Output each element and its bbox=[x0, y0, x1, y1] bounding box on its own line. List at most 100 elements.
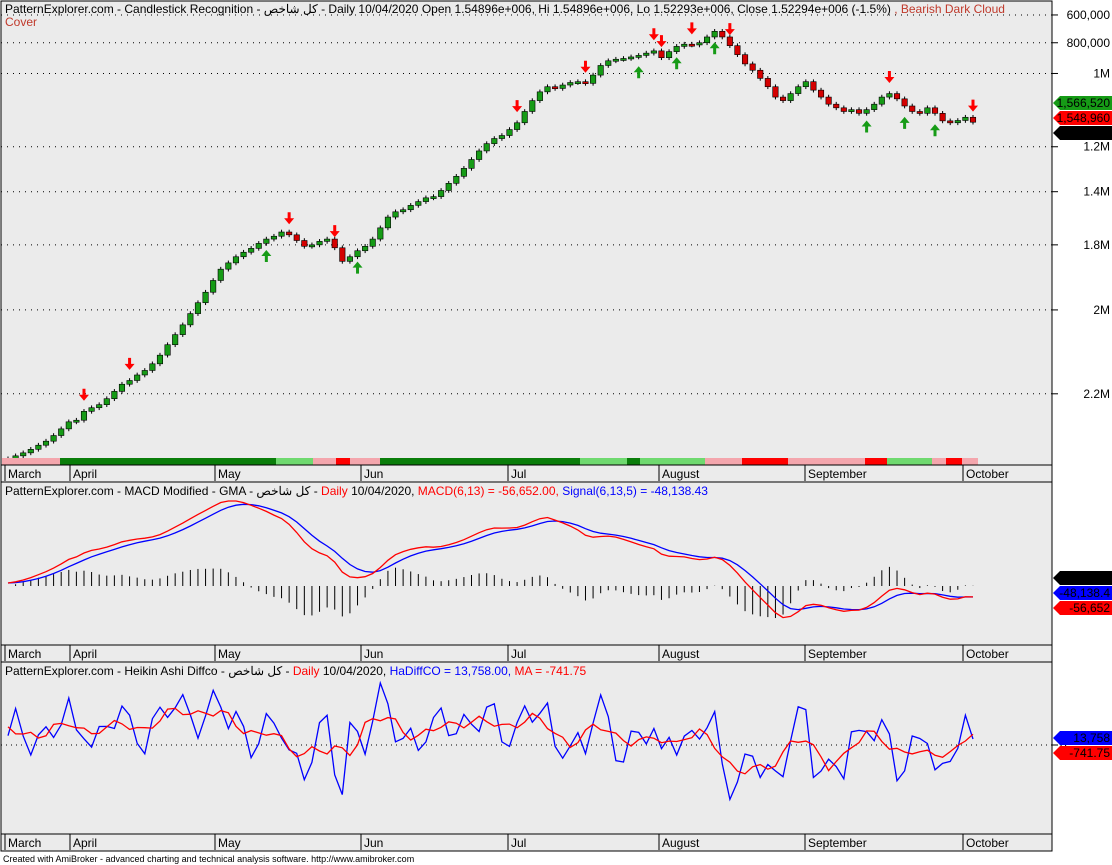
candle-bullish bbox=[878, 96, 885, 105]
trend-ribbon-segment bbox=[865, 458, 887, 465]
candle-bullish bbox=[666, 51, 673, 59]
candle-bullish bbox=[255, 243, 262, 249]
candle-bearish bbox=[749, 63, 756, 71]
candle-bearish bbox=[339, 247, 346, 262]
bullish-signal-arrow bbox=[261, 249, 272, 262]
candle-bearish bbox=[582, 81, 589, 84]
candle-bullish bbox=[384, 216, 391, 229]
value-label-box bbox=[1053, 586, 1112, 600]
diffco-value-labels: 13,758-741.75 bbox=[1053, 731, 1112, 760]
candle-bullish bbox=[483, 143, 490, 152]
value-label-text: -741.75 bbox=[1069, 746, 1110, 760]
candle-bullish bbox=[650, 50, 657, 54]
candle-bearish bbox=[719, 31, 726, 38]
candle-bullish bbox=[590, 74, 597, 84]
candle-bullish bbox=[50, 435, 57, 442]
candle-bullish bbox=[567, 82, 574, 86]
candle-bearish bbox=[286, 231, 293, 236]
diffco-pane-background bbox=[0, 661, 1053, 835]
month-label: March bbox=[8, 836, 41, 850]
candles-group bbox=[4, 28, 977, 465]
candle-bullish bbox=[521, 111, 528, 124]
trend-ribbon-segment bbox=[788, 458, 865, 465]
candle-bullish bbox=[795, 86, 802, 94]
trend-ribbon-segment bbox=[313, 458, 336, 465]
candle-bullish bbox=[42, 440, 50, 446]
title-segment: Daily bbox=[321, 484, 351, 498]
value-label-text: -48,138.4 bbox=[1059, 586, 1110, 600]
candle-bullish bbox=[848, 109, 855, 112]
candle-bullish bbox=[704, 36, 711, 44]
price-y-tick-label: 1.2M bbox=[1083, 140, 1110, 154]
candle-bearish bbox=[916, 111, 923, 114]
candle-bullish bbox=[476, 150, 483, 160]
macd-x-axis: March April May Jun Jul August September Octobe… bbox=[4, 645, 1009, 661]
candle-bullish bbox=[605, 60, 612, 66]
price-y-tick-label: 600,000 bbox=[1067, 8, 1111, 22]
title-segment: 10/04/2020, bbox=[351, 484, 418, 498]
candle-bearish bbox=[909, 105, 916, 112]
bullish-signal-arrow bbox=[352, 261, 363, 274]
value-label-box bbox=[1053, 571, 1112, 585]
month-label: September bbox=[808, 647, 867, 661]
candle-bullish bbox=[324, 238, 331, 242]
candle-bullish bbox=[886, 93, 893, 98]
footer-credit: Created with AmiBroker - advanced charti… bbox=[3, 854, 414, 864]
month-label: October bbox=[966, 467, 1009, 481]
candle-bearish bbox=[840, 107, 847, 112]
candle-bullish bbox=[863, 109, 870, 114]
price-pane-title-line2: Cover bbox=[5, 15, 37, 29]
candle-bullish bbox=[111, 391, 118, 399]
candle-bearish bbox=[764, 78, 771, 88]
candle-bullish bbox=[453, 176, 460, 184]
month-label: August bbox=[662, 647, 700, 661]
candle-bullish bbox=[400, 209, 407, 213]
candle-bullish bbox=[35, 444, 42, 450]
month-label: April bbox=[73, 467, 97, 481]
month-label: September bbox=[808, 467, 867, 481]
value-label-text: 13,758 bbox=[1073, 731, 1110, 745]
candle-bullish bbox=[126, 380, 133, 385]
candle-bullish bbox=[445, 183, 452, 191]
bearish-signal-arrow bbox=[512, 100, 523, 113]
candle-bullish bbox=[103, 398, 110, 405]
candle-bullish bbox=[80, 411, 88, 421]
trend-ribbon-segment bbox=[946, 458, 962, 465]
candle-bullish bbox=[172, 334, 179, 346]
value-label-box bbox=[1053, 126, 1112, 140]
bearish-signal-arrow bbox=[648, 28, 659, 41]
candle-bearish bbox=[969, 116, 977, 123]
candle-bearish bbox=[931, 107, 939, 114]
month-label: May bbox=[218, 467, 241, 481]
candle-bullish bbox=[597, 65, 604, 76]
candle-bearish bbox=[780, 96, 787, 101]
candle-bullish bbox=[240, 251, 247, 258]
bullish-signal-arrow bbox=[633, 66, 644, 79]
candle-bullish bbox=[787, 93, 794, 101]
candle-bullish bbox=[392, 211, 399, 218]
value-label-box bbox=[1053, 746, 1112, 760]
price-xaxis-band bbox=[0, 464, 1053, 483]
candle-bullish bbox=[544, 86, 551, 93]
month-label: August bbox=[662, 836, 700, 850]
value-label-text: 1,548,960 bbox=[1057, 111, 1111, 125]
candle-bullish bbox=[187, 313, 194, 326]
value-label-box bbox=[1053, 96, 1112, 110]
candle-bearish bbox=[817, 89, 825, 98]
macd-histogram bbox=[15, 566, 974, 619]
candle-bullish bbox=[73, 419, 80, 423]
month-label: August bbox=[662, 467, 700, 481]
trend-ribbon-segment bbox=[932, 458, 946, 465]
month-label: Jul bbox=[511, 647, 526, 661]
bearish-signal-arrow bbox=[968, 99, 978, 112]
candle-bullish bbox=[20, 452, 27, 457]
trend-ribbon-segment bbox=[60, 458, 276, 465]
hadiffco-ma-line bbox=[7, 707, 974, 775]
macd-line bbox=[7, 500, 974, 619]
price-y-tick-label: 800,000 bbox=[1067, 36, 1111, 50]
candle-bullish bbox=[514, 122, 521, 130]
candle-bullish bbox=[468, 159, 475, 169]
title-segment: , Bearish Dark Cloud bbox=[894, 2, 1005, 16]
